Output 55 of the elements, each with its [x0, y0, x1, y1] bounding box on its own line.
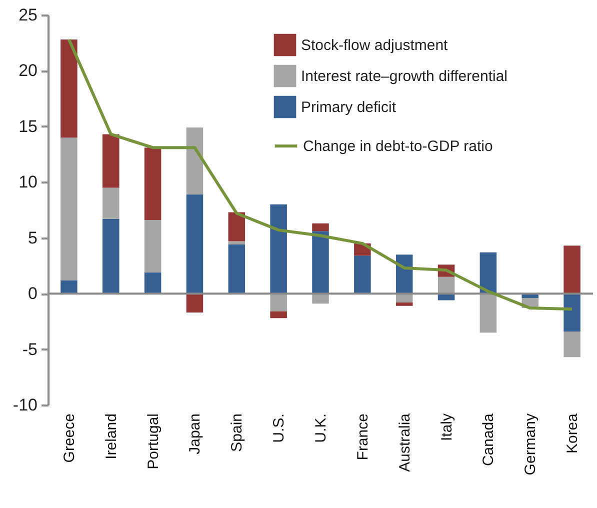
bar — [270, 204, 287, 294]
line-series — [67, 38, 574, 311]
x-tick-label: Australia — [396, 412, 414, 472]
x-tick-label: Korea — [564, 412, 582, 454]
bar — [312, 231, 329, 294]
bar — [312, 223, 329, 232]
x-tick-label: Canada — [480, 412, 498, 466]
bar — [186, 294, 204, 313]
x-tick-label: Germany — [522, 413, 540, 476]
bar — [144, 272, 162, 294]
x-tick-label: Portugal — [144, 414, 162, 470]
y-tick-label: 15 — [18, 116, 38, 136]
x-tick-label: Ireland — [102, 414, 120, 460]
bar — [270, 311, 287, 318]
bar — [228, 212, 246, 242]
legend-label: Primary deficit — [301, 99, 397, 116]
bar — [438, 276, 455, 294]
x-tick-label: Italy — [438, 413, 456, 442]
bar — [354, 256, 371, 294]
bar — [312, 294, 329, 304]
bar — [186, 128, 204, 194]
legend-label: Change in debt-to-GDP ratio — [303, 138, 493, 155]
bar — [144, 148, 162, 220]
legend-label: Interest rate–growth differential — [301, 68, 508, 85]
x-tick-label: France — [354, 414, 372, 460]
y-tick-label: 5 — [28, 228, 38, 248]
y-tick-label: 10 — [18, 172, 38, 192]
y-tick-label: 0 — [28, 284, 38, 304]
bar — [480, 294, 497, 333]
bar — [396, 302, 413, 306]
bar — [270, 294, 287, 312]
bar — [564, 246, 580, 294]
x-tick-label: Japan — [186, 414, 204, 454]
bar — [102, 134, 120, 188]
bar — [480, 252, 497, 294]
x-tick-label: U.K. — [312, 414, 330, 443]
bar — [102, 218, 120, 294]
bar — [60, 280, 78, 294]
x-tick-label: U.S. — [270, 414, 288, 443]
bar — [564, 331, 580, 358]
bar — [102, 188, 120, 219]
bar — [60, 138, 78, 280]
bar — [60, 40, 78, 138]
bar — [564, 294, 580, 332]
y-tick-label: -5 — [22, 340, 38, 359]
x-tick-label: Greece — [60, 414, 78, 463]
y-tick-label: 20 — [18, 61, 38, 80]
y-tick-label: -10 — [12, 396, 38, 414]
bar — [228, 244, 246, 294]
bar — [144, 220, 162, 272]
y-tick-label: 25 — [18, 6, 38, 24]
bar — [186, 194, 204, 294]
x-tick-label: Spain — [228, 414, 246, 452]
bar — [228, 241, 246, 245]
legend-label: Stock-flow adjustment — [301, 37, 449, 54]
